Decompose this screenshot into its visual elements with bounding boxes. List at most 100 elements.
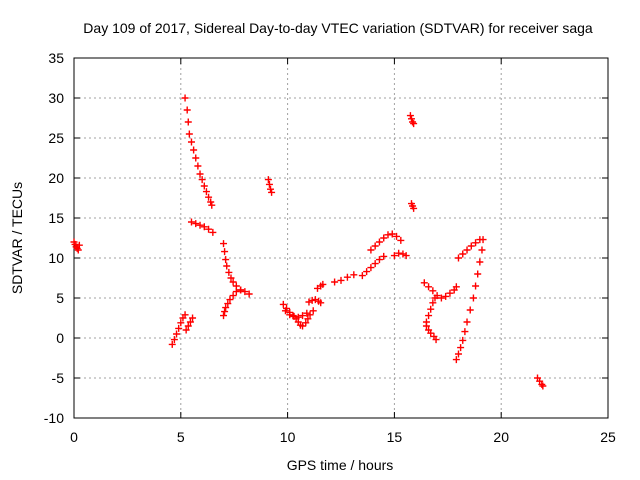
data-point — [397, 236, 405, 244]
data-point — [427, 329, 435, 337]
data-point — [457, 344, 465, 352]
data-point — [466, 306, 474, 314]
grid — [74, 58, 608, 418]
data-point — [185, 130, 193, 138]
data-point — [200, 223, 208, 231]
data-point — [429, 287, 437, 295]
data-point — [467, 242, 475, 250]
data-point — [367, 246, 375, 254]
data-point — [74, 246, 82, 254]
y-tick-label: 35 — [48, 50, 64, 66]
data-point — [432, 336, 440, 344]
data-point — [229, 278, 237, 286]
data-points — [70, 94, 547, 390]
data-point — [380, 234, 388, 242]
y-axis-label: SDTVAR / TECUs — [9, 182, 25, 294]
data-point — [304, 315, 312, 323]
data-point — [268, 188, 276, 196]
data-point — [420, 279, 428, 287]
data-point — [237, 286, 245, 294]
x-tick-label: 5 — [177, 429, 185, 445]
data-point — [184, 322, 192, 330]
data-point — [189, 314, 197, 322]
data-point — [407, 115, 415, 123]
data-point — [299, 322, 307, 330]
data-point — [454, 350, 462, 358]
y-tick-label: 10 — [48, 250, 64, 266]
data-point — [476, 258, 484, 266]
data-point — [380, 252, 388, 260]
data-point — [173, 330, 181, 338]
data-point — [286, 311, 294, 319]
data-point — [302, 319, 310, 327]
data-point — [303, 309, 311, 317]
data-point — [183, 106, 191, 114]
y-tick-label: -10 — [44, 410, 64, 426]
data-point — [245, 290, 253, 298]
data-point — [194, 162, 202, 170]
data-point — [317, 299, 325, 307]
data-point — [384, 231, 392, 239]
data-point — [75, 241, 83, 249]
data-point — [459, 336, 467, 344]
data-point — [538, 380, 546, 388]
data-point — [375, 256, 383, 264]
data-point — [337, 276, 345, 284]
data-point — [192, 154, 200, 162]
data-point — [463, 246, 471, 254]
data-point — [427, 305, 435, 313]
x-tick-label: 0 — [70, 429, 78, 445]
data-point — [205, 193, 213, 201]
data-point — [393, 232, 401, 240]
data-point — [289, 312, 297, 320]
data-point — [190, 146, 198, 154]
data-point — [170, 336, 178, 344]
data-point — [187, 218, 195, 226]
data-point — [343, 273, 351, 281]
ticks: 0 5 10 15 20 25 -10 -5 0 5 10 15 20 25 30 35 — [44, 50, 616, 445]
y-tick-label: -5 — [52, 370, 65, 386]
x-tick-label: 10 — [280, 429, 296, 445]
data-point — [375, 238, 383, 246]
data-point — [208, 201, 216, 209]
data-point — [437, 294, 445, 302]
data-point — [221, 308, 229, 316]
data-point — [221, 248, 229, 256]
chart-title: Day 109 of 2017, Sidereal Day-to-day VTE… — [83, 20, 593, 36]
data-point — [472, 239, 480, 247]
data-point — [422, 322, 430, 330]
x-tick-label: 25 — [600, 429, 616, 445]
data-point — [305, 298, 313, 306]
data-point — [196, 221, 204, 229]
data-point — [265, 180, 273, 188]
data-point — [306, 311, 314, 319]
y-tick-label: 25 — [48, 130, 64, 146]
data-point — [454, 254, 462, 262]
data-point — [200, 182, 208, 190]
data-point — [223, 262, 231, 270]
data-point — [409, 118, 417, 126]
data-point — [406, 112, 414, 120]
data-point — [227, 274, 235, 282]
data-point — [294, 313, 302, 321]
y-tick-label: 20 — [48, 170, 64, 186]
data-point — [425, 312, 433, 320]
data-point — [290, 312, 298, 320]
data-point — [299, 312, 307, 320]
data-point — [402, 252, 410, 260]
data-point — [388, 230, 396, 238]
x-tick-label: 15 — [387, 429, 403, 445]
data-point — [222, 256, 230, 264]
data-point — [264, 176, 272, 184]
data-point — [410, 204, 418, 212]
data-point — [410, 120, 418, 128]
data-point — [319, 280, 327, 288]
data-point — [390, 252, 398, 260]
data-point — [224, 300, 232, 308]
data-point — [311, 296, 319, 304]
data-point — [196, 170, 204, 178]
data-point — [241, 288, 249, 296]
y-tick-label: 0 — [56, 330, 64, 346]
data-point — [461, 328, 469, 336]
